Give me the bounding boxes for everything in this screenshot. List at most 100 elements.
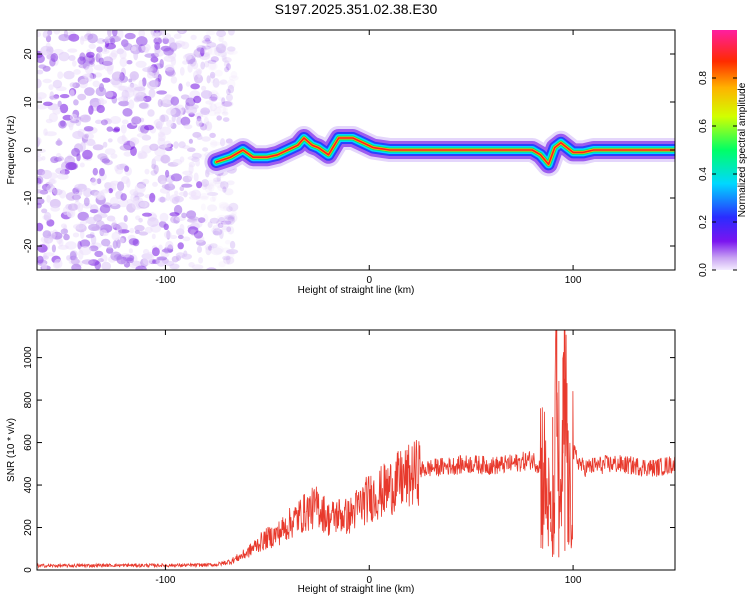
spectrogram-noise-layer (37, 30, 239, 270)
noise-blob (130, 46, 137, 52)
noise-blob (95, 220, 105, 229)
noise-blob (57, 173, 69, 180)
noise-blob (169, 212, 180, 217)
noise-blob (142, 67, 153, 73)
noise-blob (37, 54, 45, 64)
noise-blob (226, 226, 232, 232)
noise-blob (106, 64, 114, 75)
noise-blob (52, 79, 63, 89)
noise-blob (52, 107, 61, 115)
noise-blob (222, 205, 235, 212)
noise-blob (136, 132, 148, 138)
noise-blob (180, 41, 190, 50)
noise-blob (118, 75, 129, 83)
noise-blob (179, 186, 185, 192)
colorbar-tick-label: 0.8 (698, 71, 709, 85)
noise-blob (108, 188, 113, 194)
noise-blob (102, 141, 108, 148)
noise-blob (228, 75, 239, 81)
noise-blob (168, 181, 173, 187)
noise-blob (150, 79, 159, 87)
noise-blob (109, 196, 119, 207)
figure-title: S197.2025.351.02.38.E30 (275, 1, 438, 17)
noise-blob (106, 215, 116, 222)
noise-blob (222, 186, 227, 193)
noise-blob (209, 196, 216, 202)
noise-blob (150, 56, 159, 63)
noise-blob (48, 84, 54, 91)
noise-blob (96, 38, 106, 44)
noise-blob (63, 70, 75, 80)
noise-blob (129, 189, 138, 196)
noise-blob (43, 211, 52, 222)
noise-blob (68, 55, 76, 61)
noise-blob (200, 90, 213, 99)
noise-blob (119, 223, 128, 229)
noise-blob (78, 78, 88, 89)
noise-blob (207, 204, 218, 212)
spectrogram-x-tick-label: 100 (565, 275, 582, 286)
noise-blob (208, 96, 218, 101)
noise-blob (214, 69, 223, 77)
noise-blob (207, 45, 220, 56)
noise-blob (77, 93, 87, 101)
noise-blob (58, 51, 70, 62)
noise-blob (106, 126, 114, 132)
snr-x-label: Height of straight line (km) (298, 584, 415, 595)
noise-blob (206, 267, 217, 270)
noise-blob (164, 140, 172, 148)
noise-blob (78, 249, 84, 260)
noise-blob (104, 148, 116, 155)
noise-blob (96, 46, 103, 53)
noise-blob (206, 30, 216, 36)
noise-blob (226, 63, 231, 71)
noise-blob (95, 86, 107, 97)
noise-blob (182, 236, 191, 242)
noise-blob (221, 247, 231, 253)
noise-blob (180, 94, 190, 100)
noise-blob (223, 256, 235, 265)
noise-blob (206, 179, 217, 187)
noise-blob (207, 109, 217, 117)
noise-blob (96, 213, 108, 219)
noise-blob (126, 60, 133, 65)
noise-blob (218, 217, 225, 223)
noise-blob (129, 227, 135, 234)
noise-blob (88, 43, 96, 50)
spectrogram-y-tick-label: 10 (23, 96, 34, 108)
noise-blob (37, 156, 43, 162)
noise-blob (165, 169, 170, 178)
noise-blob (116, 163, 126, 170)
noise-blob (100, 119, 108, 126)
noise-blob (43, 235, 54, 244)
noise-blob (211, 192, 217, 202)
noise-blob (223, 60, 230, 68)
noise-blob (117, 225, 123, 235)
noise-blob (165, 240, 174, 251)
noise-blob (222, 224, 231, 233)
noise-blob (204, 121, 213, 131)
noise-blob (73, 69, 81, 75)
noise-blob (105, 42, 116, 50)
noise-blob (77, 202, 83, 213)
noise-blob (38, 64, 47, 69)
noise-blob (207, 62, 218, 71)
noise-blob (93, 64, 106, 71)
noise-blob (225, 250, 235, 259)
noise-blob (179, 30, 185, 34)
noise-blob (201, 181, 208, 190)
noise-blob (191, 152, 202, 159)
noise-blob (171, 42, 182, 49)
noise-blob (94, 250, 104, 258)
noise-blob (204, 60, 210, 68)
noise-blob (147, 109, 155, 117)
noise-blob (59, 94, 70, 99)
noise-blob (110, 251, 122, 261)
noise-blob (52, 188, 63, 196)
noise-blob (219, 229, 224, 240)
noise-blob (196, 69, 202, 78)
noise-blob (156, 256, 168, 261)
noise-blob (122, 92, 131, 98)
